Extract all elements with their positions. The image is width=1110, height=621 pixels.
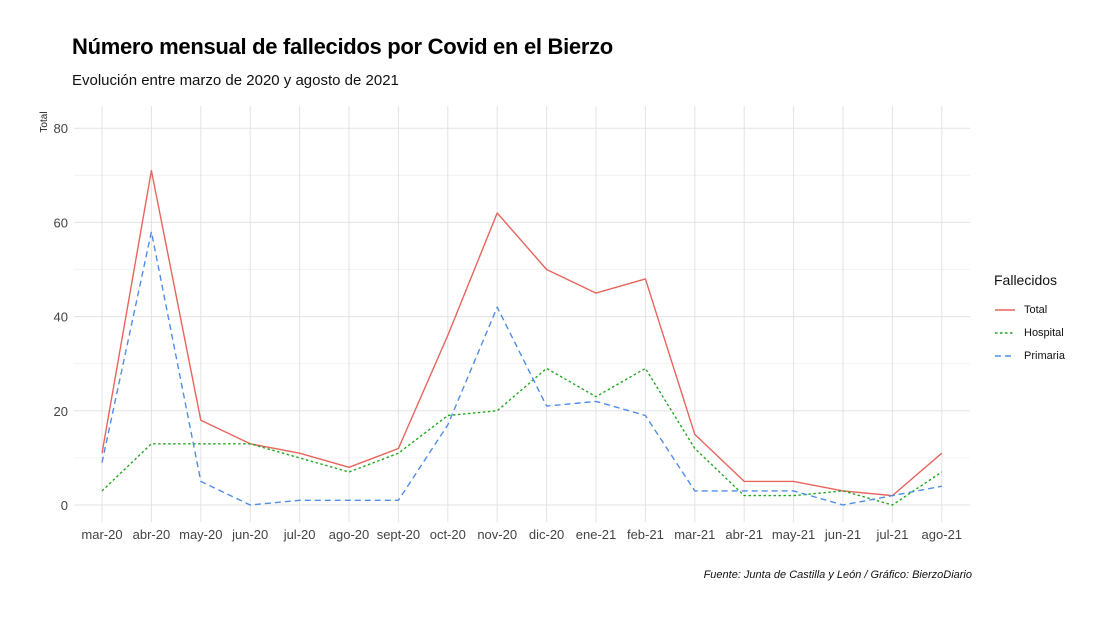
series-line-hospital: [101, 367, 943, 506]
x-tick-label: ago-21: [922, 527, 962, 542]
x-tick-label: jun-21: [824, 527, 861, 542]
x-tick-label: dic-20: [529, 527, 564, 542]
x-tick-label: abr-21: [725, 527, 763, 542]
x-tick-label: jul-21: [876, 527, 909, 542]
series-line-primaria: [101, 231, 942, 506]
x-tick-label: mar-20: [81, 527, 122, 542]
chart-title: Número mensual de fallecidos por Covid e…: [72, 34, 613, 59]
x-tick-label: mar-21: [674, 527, 715, 542]
legend-key: [995, 308, 1015, 311]
legend-item-total: Total: [994, 298, 1065, 321]
x-tick-label: may-20: [179, 527, 222, 542]
legend-items: Total Hospital Primaria: [994, 298, 1065, 367]
y-tick-label: 0: [61, 498, 68, 513]
source-caption: Fuente: Junta de Castilla y León / Gráfi…: [703, 569, 972, 581]
x-tick-label: sept-20: [377, 527, 420, 542]
y-tick-label: 40: [54, 310, 68, 325]
x-tick-label: ene-21: [576, 527, 616, 542]
x-tick-label: jul-20: [283, 527, 316, 542]
legend-item-primaria: Primaria: [994, 344, 1065, 367]
legend-label: Hospital: [1024, 326, 1064, 339]
x-tick-label: feb-21: [627, 527, 664, 542]
x-tick-label: oct-20: [430, 527, 466, 542]
x-tick-label: may-21: [772, 527, 815, 542]
legend-item-hospital: Hospital: [994, 321, 1065, 344]
legend-title: Fallecidos: [994, 272, 1058, 288]
y-tick-label: 80: [54, 121, 68, 136]
x-tick-label: jun-20: [231, 527, 268, 542]
legend: Fallecidos Total Hospital Primaria: [994, 272, 1065, 367]
plot-panel: [74, 106, 970, 522]
x-tick-label: nov-20: [477, 527, 517, 542]
chart-subtitle: Evolución entre marzo de 2020 y agosto d…: [72, 72, 399, 89]
y-tick-label: 20: [54, 404, 68, 419]
legend-label: Primaria: [1024, 349, 1065, 362]
legend-key: [995, 354, 1015, 357]
y-axis-label: Total: [39, 111, 50, 132]
legend-label: Total: [1024, 303, 1048, 316]
x-tick-label: abr-20: [133, 527, 171, 542]
series-line-total: [101, 169, 943, 497]
y-tick-label: 60: [54, 215, 68, 230]
legend-key: [995, 331, 1015, 334]
x-tick-label: ago-20: [329, 527, 369, 542]
